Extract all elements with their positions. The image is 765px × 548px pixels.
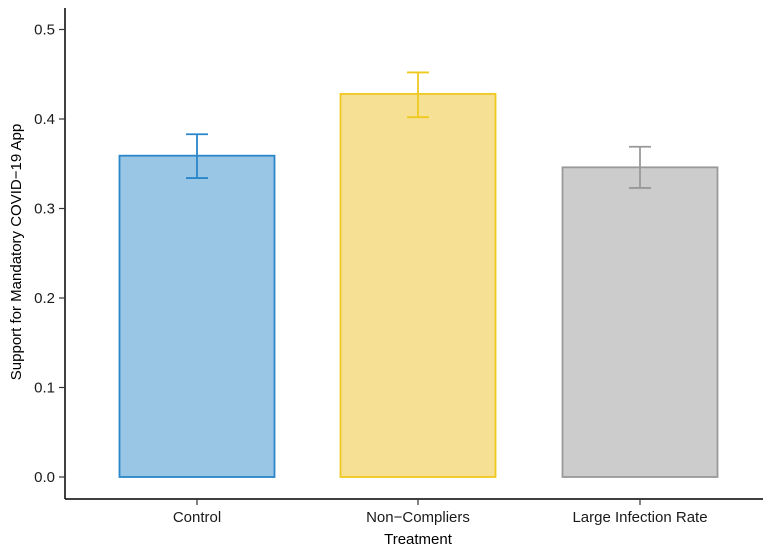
y-tick-label: 0.3: [34, 201, 55, 218]
bar: [339, 93, 497, 478]
x-axis-title: Treatment: [384, 531, 453, 548]
bars: [118, 93, 719, 478]
y-tick-label: 0.2: [34, 290, 55, 307]
x-tick-label: Control: [173, 509, 221, 526]
x-tick-label: Non−Compliers: [366, 509, 470, 526]
y-tick-label: 0.4: [34, 111, 55, 128]
y-tick-label: 0.5: [34, 22, 55, 39]
y-axis-title: Support for Mandatory COVID−19 App: [8, 124, 25, 380]
bar: [561, 166, 719, 478]
plot-area: 0.0 0.1 0.2 0.3 0.4 0.5 Control Non−Compliers L…: [34, 8, 763, 526]
y-tick-label: 0.1: [34, 380, 55, 397]
bar: [118, 154, 276, 478]
x-ticks: Control Non−Compliers Large Infection Rate: [173, 499, 708, 526]
y-tick-label: 0.0: [34, 469, 55, 486]
x-tick-label: Large Infection Rate: [572, 509, 707, 526]
error-bars: [186, 71, 651, 189]
y-ticks: 0.0 0.1 0.2 0.3 0.4 0.5: [34, 22, 65, 486]
